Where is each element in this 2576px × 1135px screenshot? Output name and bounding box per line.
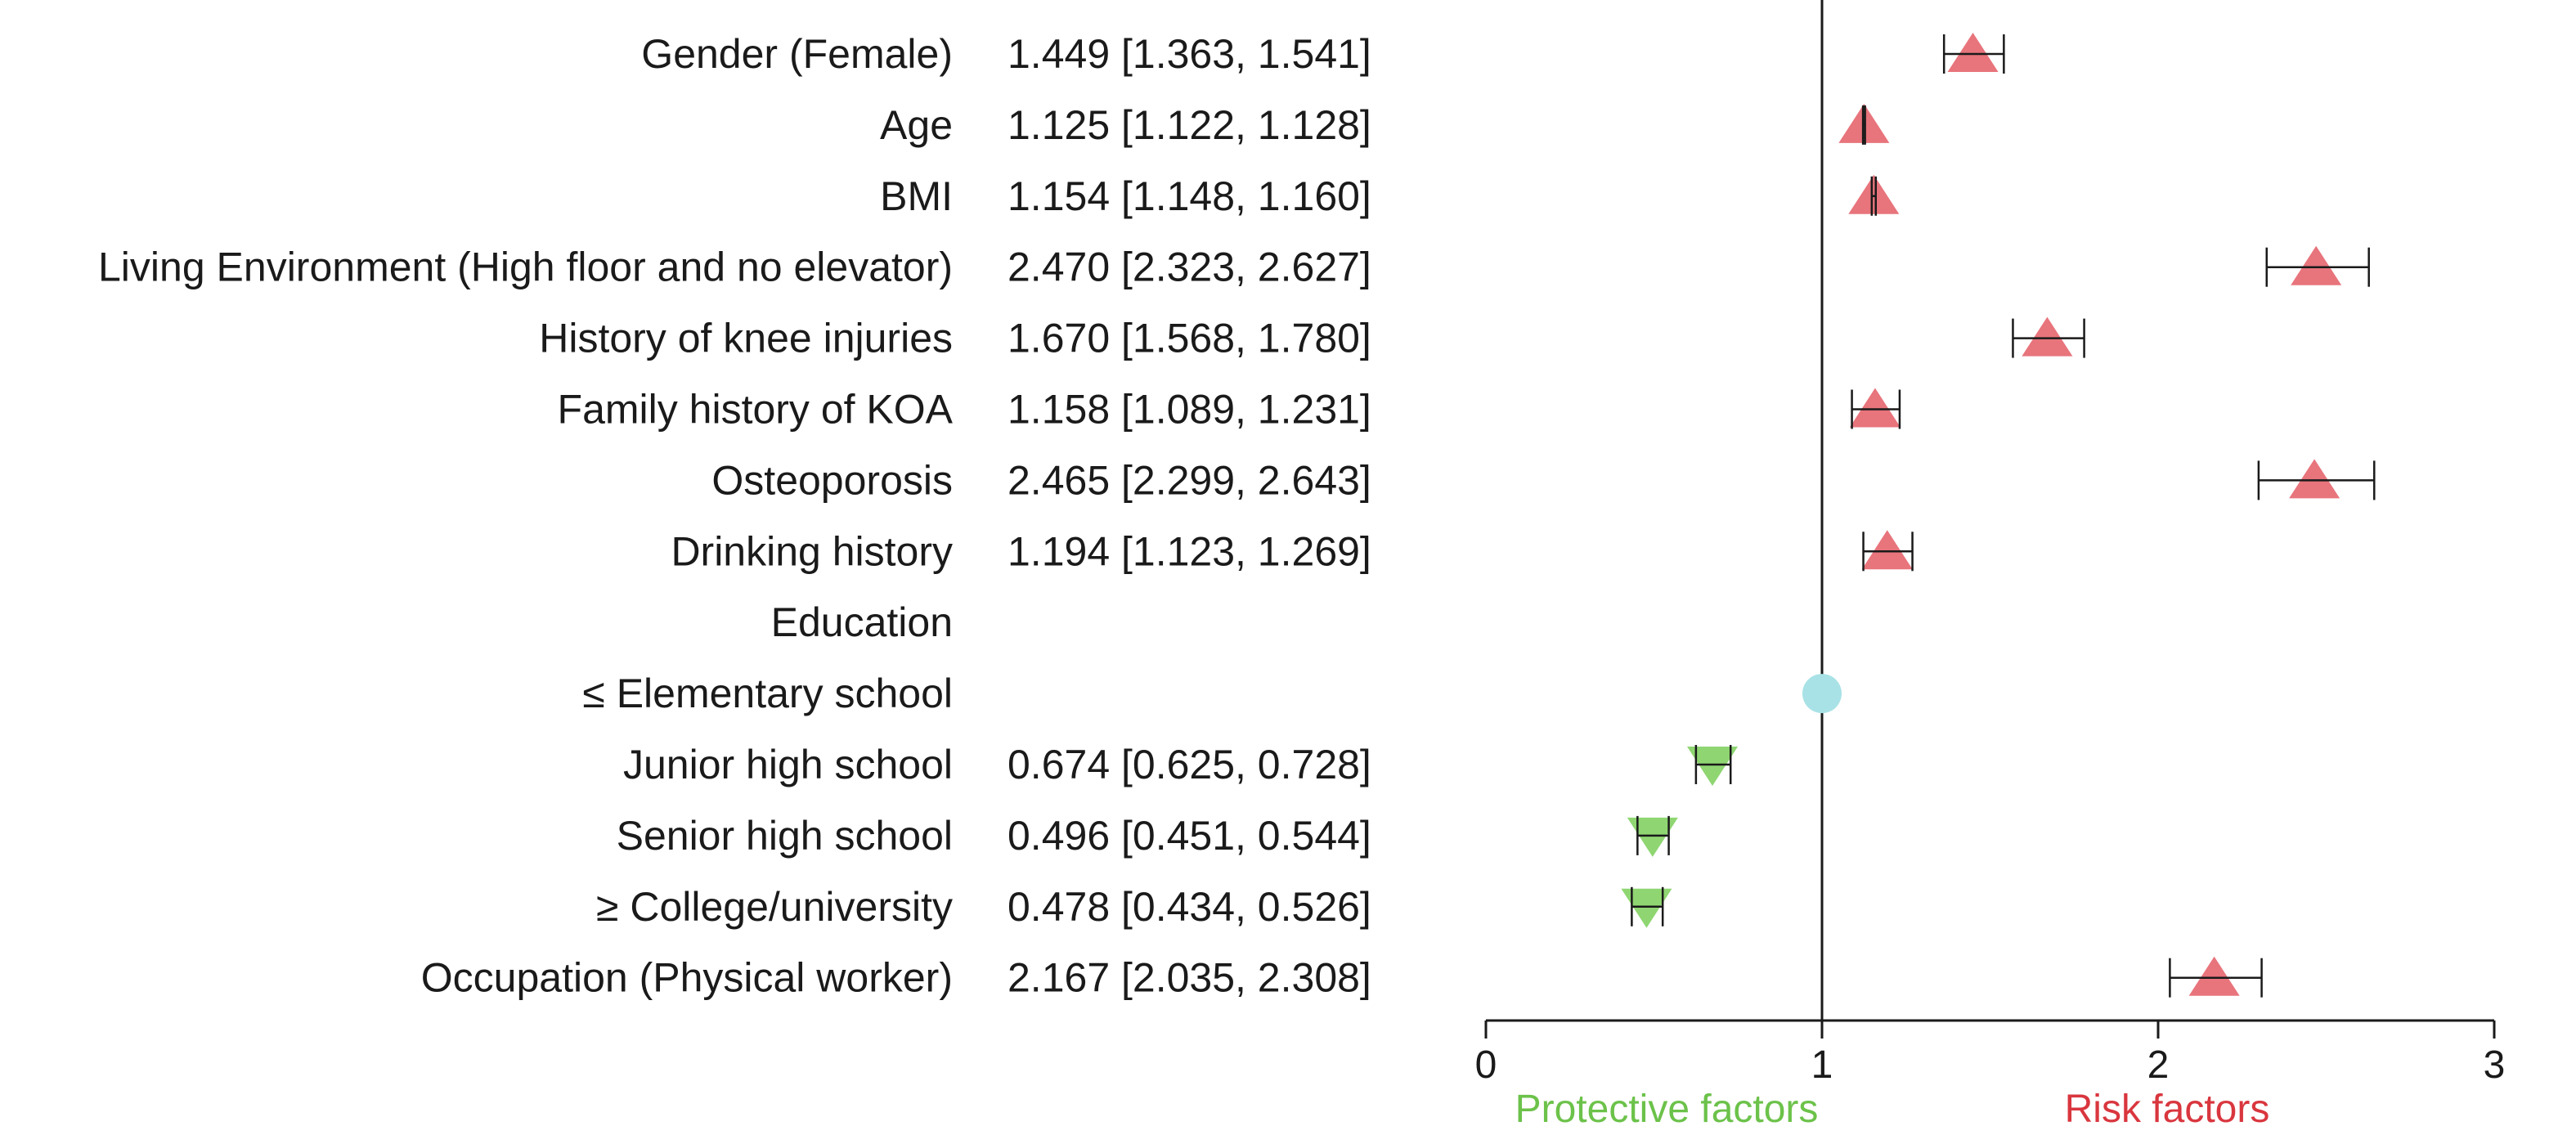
row-label: Senior high school	[617, 813, 953, 859]
row-label: Osteoporosis	[711, 457, 953, 503]
x-axis-ticks: 0 1 2 3	[1475, 1021, 2506, 1087]
point-marker	[2022, 316, 2073, 357]
row-value: 0.496 [0.451, 0.544]	[1008, 813, 1371, 859]
row-label: Gender (Female)	[641, 31, 953, 77]
row-value: 1.154 [1.148, 1.160]	[1008, 173, 1371, 219]
row-label: ≥ College/university	[596, 884, 953, 930]
point-marker	[2188, 956, 2240, 996]
point-marker	[1947, 33, 1999, 72]
row-value: 0.478 [0.434, 0.526]	[1008, 884, 1371, 930]
row-label: Drinking history	[671, 528, 953, 574]
row-label: Family history of KOA	[558, 387, 954, 433]
row-label: Living Environment (High floor and no el…	[98, 244, 953, 290]
point-marker	[1627, 817, 1678, 857]
point-marker	[1687, 747, 1739, 786]
row-label: Junior high school	[623, 742, 953, 787]
x-tick-label: 0	[1475, 1043, 1497, 1087]
row-value: 1.194 [1.123, 1.269]	[1008, 528, 1371, 574]
point-marker	[1849, 388, 1901, 428]
row-value: 0.674 [0.625, 0.728]	[1008, 742, 1371, 787]
x-tick-label: 1	[1811, 1043, 1833, 1087]
row-value: 1.449 [1.363, 1.541]	[1008, 31, 1371, 77]
row-label: Education	[771, 599, 953, 645]
row-value: 2.470 [2.323, 2.627]	[1008, 244, 1371, 290]
reference-marker	[1802, 674, 1842, 714]
row-value: 2.167 [2.035, 2.308]	[1008, 955, 1371, 1001]
x-tick-label: 2	[2147, 1043, 2170, 1087]
row-label: BMI	[880, 173, 953, 219]
row-value: 1.158 [1.089, 1.231]	[1008, 387, 1371, 433]
row-value: 1.670 [1.568, 1.780]	[1008, 316, 1371, 361]
data-marks	[1621, 33, 2376, 998]
plot-area: 0 1 2 3 Protective factors Risk factors	[1475, 0, 2506, 1131]
row-label: ≤ Elementary school	[582, 671, 953, 716]
row-labels: Gender (Female) Age BMI Living Environment …	[98, 31, 954, 1001]
x-tick-label: 3	[2484, 1043, 2506, 1087]
row-label: Age	[880, 102, 953, 148]
x-label-risk: Risk factors	[2065, 1088, 2270, 1131]
x-label-protective: Protective factors	[1515, 1088, 1819, 1131]
point-marker	[2289, 459, 2340, 499]
point-marker	[2291, 245, 2342, 285]
row-label: History of knee injuries	[539, 316, 953, 361]
row-value: 2.465 [2.299, 2.643]	[1008, 457, 1371, 503]
point-marker	[1848, 174, 1900, 214]
row-value: 1.125 [1.122, 1.128]	[1008, 102, 1371, 148]
point-marker	[1861, 530, 1913, 570]
row-values: 1.449 [1.363, 1.541] 1.125 [1.122, 1.128]…	[1008, 31, 1371, 1001]
point-marker	[1621, 888, 1672, 928]
row-label: Occupation (Physical worker)	[421, 955, 953, 1001]
